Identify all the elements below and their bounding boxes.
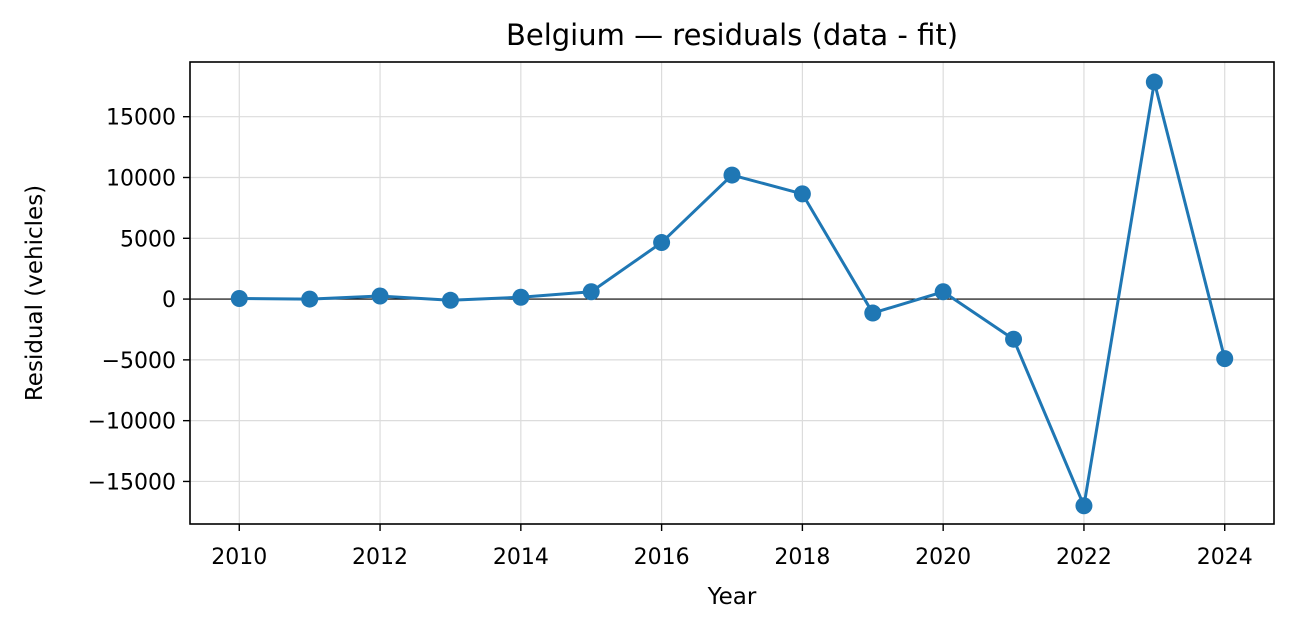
chart-title: Belgium — residuals (data - fit) [506, 18, 958, 52]
grid [190, 62, 1274, 524]
y-tick-label: 0 [162, 288, 176, 313]
x-tick-label: 2014 [493, 545, 549, 570]
y-tick-label: −15000 [88, 470, 176, 495]
data-point-2020 [934, 283, 952, 301]
x-tick-label: 2012 [352, 545, 408, 570]
data-point-2024 [1216, 350, 1234, 368]
series-layer [230, 73, 1234, 515]
x-tick-label: 2022 [1056, 545, 1112, 570]
data-point-2014 [512, 288, 530, 306]
data-point-2011 [301, 290, 319, 308]
data-point-2010 [230, 289, 248, 307]
y-axis-ticks: −15000 −10000 −5000 0 5000 10000 15000 [88, 106, 190, 495]
y-tick-label: 10000 [106, 167, 176, 192]
y-axis-label: Residual (vehicles) [22, 185, 48, 401]
data-point-2017 [723, 166, 741, 184]
data-point-2012 [371, 287, 389, 305]
data-point-2023 [1145, 73, 1163, 91]
x-tick-label: 2024 [1197, 545, 1253, 570]
y-tick-label: 15000 [106, 106, 176, 131]
data-point-2019 [864, 304, 882, 322]
data-point-2016 [653, 234, 671, 252]
data-point-2015 [582, 283, 600, 301]
y-tick-label: 5000 [120, 227, 176, 252]
plot-frame [189, 61, 1275, 525]
x-tick-label: 2016 [634, 545, 690, 570]
data-point-2018 [793, 185, 811, 203]
data-point-2022 [1075, 497, 1093, 515]
data-point-2021 [1005, 330, 1023, 348]
y-tick-label: −10000 [88, 410, 176, 435]
x-tick-label: 2020 [915, 545, 971, 570]
x-tick-label: 2010 [211, 545, 267, 570]
x-axis-ticks: 2010 2012 2014 2016 2018 2020 2022 2024 [211, 524, 1253, 570]
y-tick-label: −5000 [102, 349, 176, 374]
x-axis-label: Year [707, 584, 757, 610]
data-point-2013 [441, 291, 459, 309]
x-tick-label: 2018 [774, 545, 830, 570]
